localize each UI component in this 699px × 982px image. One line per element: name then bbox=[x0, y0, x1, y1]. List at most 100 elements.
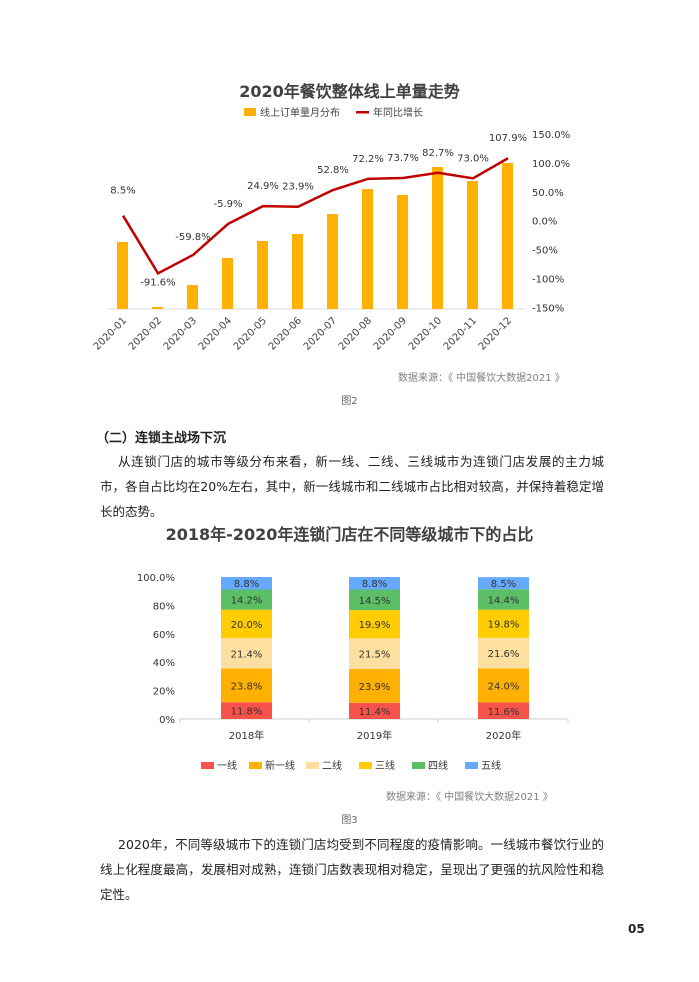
legend-label: 新一线 bbox=[265, 759, 295, 772]
data-label: -91.6% bbox=[140, 277, 175, 288]
segment-label: 21.6% bbox=[488, 649, 520, 660]
data-label: 72.2% bbox=[352, 154, 384, 165]
segment-三线 bbox=[349, 610, 400, 639]
segment-三线 bbox=[221, 609, 272, 639]
segment-label: 8.8% bbox=[362, 579, 387, 590]
segment-三线 bbox=[478, 609, 529, 638]
section-heading: （二）连锁主战场下沉 bbox=[96, 431, 227, 446]
y-tick-label: 80% bbox=[153, 601, 175, 612]
segment-新一线 bbox=[478, 668, 529, 703]
bar-2020-06 bbox=[292, 234, 303, 309]
legend-label: 二线 bbox=[322, 759, 342, 772]
figure2-caption: 图2 bbox=[341, 396, 358, 407]
page-number: 05 bbox=[628, 922, 645, 936]
data-label: 23.9% bbox=[282, 182, 314, 193]
legend-swatch-二线 bbox=[306, 762, 319, 769]
x-tick-label: 2020-01 bbox=[92, 315, 129, 352]
segment-label: 23.9% bbox=[359, 682, 391, 693]
chart1-source: 数据来源：《 中国餐饮大数据2021 》 bbox=[398, 373, 565, 384]
x-tick-label: 2020年 bbox=[486, 729, 521, 742]
chart2-title: 2018年-2020年连锁门店在不同等级城市下的占比 bbox=[165, 525, 534, 544]
segment-四线 bbox=[478, 589, 529, 610]
y-tick-label: 100.0% bbox=[137, 573, 175, 584]
segment-四线 bbox=[221, 589, 272, 610]
segment-label: 14.5% bbox=[359, 596, 391, 607]
data-label: 73.7% bbox=[387, 153, 419, 164]
segment-label: 11.8% bbox=[231, 707, 263, 718]
right-axis-tick: 150.0% bbox=[532, 130, 570, 141]
bar-2020-01 bbox=[117, 242, 128, 309]
chart2-source: 数据来源：《 中国餐饮大数据2021 》 bbox=[386, 792, 553, 803]
segment-label: 19.9% bbox=[359, 620, 391, 631]
bar-2020-05 bbox=[257, 241, 268, 309]
segment-label: 14.2% bbox=[231, 596, 263, 607]
legend-swatch-五线 bbox=[465, 762, 478, 769]
x-tick-label: 2018年 bbox=[229, 729, 264, 742]
y-tick-label: 0% bbox=[159, 715, 175, 726]
right-axis-tick: 100.0% bbox=[532, 159, 570, 170]
x-tick-label: 2020-07 bbox=[302, 315, 339, 352]
bar-2020-04 bbox=[222, 258, 233, 309]
segment-label: 8.5% bbox=[491, 579, 516, 590]
x-tick-label: 2020-11 bbox=[442, 315, 479, 352]
bar-2020-11 bbox=[467, 181, 478, 309]
data-label: 82.7% bbox=[422, 148, 454, 159]
segment-新一线 bbox=[349, 668, 400, 703]
legend-bar-label: 线上订单量月分布 bbox=[260, 106, 340, 119]
data-label: 107.9% bbox=[489, 133, 527, 144]
yoy-growth-line bbox=[121, 157, 509, 276]
x-tick-label: 2020-10 bbox=[407, 315, 444, 352]
legend-swatch-新一线 bbox=[249, 762, 262, 769]
y-tick-label: 60% bbox=[153, 630, 175, 641]
segment-五线 bbox=[349, 577, 400, 590]
segment-新一线 bbox=[221, 668, 272, 703]
segment-label: 23.8% bbox=[231, 681, 263, 692]
chart1-online-orders: 线上订单量月分布 年同比增长 150.0% 100.0% 50.0% 0.0% -50% -1… bbox=[92, 106, 570, 353]
right-axis-tick: 0.0% bbox=[532, 217, 557, 228]
legend-line-swatch bbox=[356, 111, 369, 114]
legend-label: 四线 bbox=[428, 759, 448, 772]
right-axis-tick: -100% bbox=[532, 275, 564, 286]
right-axis-tick: -50% bbox=[532, 246, 558, 257]
x-tick-label: 2020-12 bbox=[477, 315, 514, 352]
legend-label: 三线 bbox=[375, 759, 395, 772]
segment-label: 21.5% bbox=[359, 650, 391, 661]
bar-2020-02 bbox=[152, 307, 163, 309]
legend-label: 五线 bbox=[481, 759, 501, 772]
segment-一线 bbox=[349, 702, 400, 719]
data-label: -5.9% bbox=[213, 199, 242, 210]
segment-一线 bbox=[478, 702, 529, 719]
x-tick-label: 2020-06 bbox=[267, 315, 304, 352]
x-tick-label: 2020-05 bbox=[232, 315, 269, 352]
bar-2020-08 bbox=[362, 189, 373, 309]
data-label: 52.8% bbox=[317, 165, 349, 176]
segment-五线 bbox=[221, 577, 272, 590]
x-tick-label: 2020-03 bbox=[162, 315, 199, 352]
x-tick-label: 2020-08 bbox=[337, 315, 374, 352]
segment-五线 bbox=[478, 577, 529, 590]
chart2-stacked-share: 100.0% 80% 60% 40% 20% 0% 11.8% 23.8% 21.4% 20.0%… bbox=[137, 573, 569, 772]
x-tick-label: 2020-04 bbox=[197, 315, 234, 352]
segment-label: 14.4% bbox=[488, 595, 520, 606]
legend-label: 一线 bbox=[217, 759, 237, 772]
segment-label: 20.0% bbox=[231, 620, 263, 631]
segment-label: 11.6% bbox=[488, 707, 520, 718]
bar-2020-07 bbox=[327, 214, 338, 309]
data-label: 8.5% bbox=[110, 186, 135, 197]
segment-二线 bbox=[478, 637, 529, 669]
legend-line-label: 年同比增长 bbox=[373, 106, 423, 119]
data-label: 24.9% bbox=[247, 181, 279, 192]
segment-一线 bbox=[221, 702, 272, 719]
legend-swatch-四线 bbox=[412, 762, 425, 769]
data-label: 73.0% bbox=[457, 153, 489, 164]
segment-四线 bbox=[349, 589, 400, 611]
y-tick-label: 20% bbox=[153, 687, 175, 698]
paragraph-1: 从连锁门店的城市等级分布来看，新一线、二线、三线城市为连锁门店发展的主力城市，各… bbox=[100, 454, 604, 519]
legend-bar-swatch bbox=[244, 108, 256, 116]
x-tick-label: 2020-09 bbox=[372, 315, 409, 352]
y-tick-label: 40% bbox=[153, 658, 175, 669]
segment-二线 bbox=[349, 638, 400, 669]
x-tick-label: 2020-02 bbox=[127, 315, 164, 352]
right-axis-tick: -150% bbox=[532, 303, 564, 314]
